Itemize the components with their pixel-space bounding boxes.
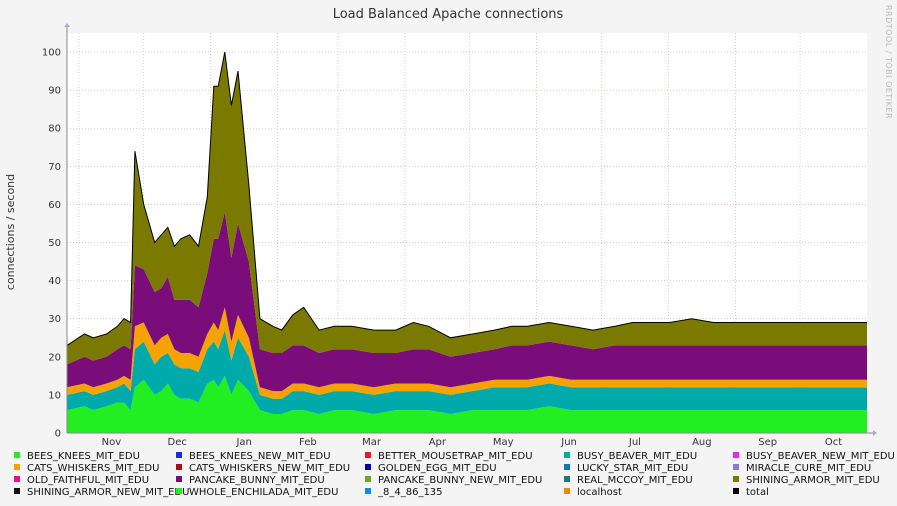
y-axis-label: connections / second <box>4 174 17 290</box>
legend-swatch <box>14 488 20 494</box>
legend-label: REAL_MCCOY_MIT_EDU <box>577 475 693 486</box>
legend-swatch <box>14 476 20 482</box>
legend-label: BEES_KNEES_MIT_EDU <box>27 451 140 462</box>
legend-swatch <box>365 488 371 494</box>
x-tick-label: Sep <box>758 437 777 448</box>
chart-title: Load Balanced Apache connections <box>333 7 564 22</box>
x-tick-label: Oct <box>825 437 842 448</box>
legend-label: BEES_KNEES_NEW_MIT_EDU <box>189 451 331 462</box>
x-tick-label: Jun <box>560 437 577 448</box>
legend-label: BUSY_BEAVER_NEW_MIT_EDU <box>746 451 895 462</box>
total-line <box>66 51 867 346</box>
legend-swatch <box>365 452 371 458</box>
series-area <box>67 375 867 433</box>
legend-swatch <box>564 452 570 458</box>
y-tick-label: 60 <box>48 200 61 211</box>
legend-label: BETTER_MOUSETRAP_MIT_EDU <box>378 451 533 462</box>
series-area <box>67 212 867 392</box>
legend-swatch <box>365 476 371 482</box>
legend-label: total <box>746 487 769 498</box>
legend-label: localhost <box>577 487 622 498</box>
legend-swatch <box>733 464 739 470</box>
legend-swatch <box>176 464 182 470</box>
x-tick-label: Mar <box>362 437 382 448</box>
y-tick-label: 20 <box>48 352 61 363</box>
legend-label: CATS_WHISKERS_NEW_MIT_EDU <box>189 463 350 474</box>
y-tick-label: 90 <box>48 86 61 97</box>
legend-label: SHINING_ARMOR_MIT_EDU <box>746 475 880 486</box>
legend-label: PANCAKE_BUNNY_NEW_MIT_EDU <box>378 475 542 486</box>
series-area <box>67 330 867 414</box>
x-tick-label: Feb <box>299 437 317 448</box>
legend-swatch <box>14 464 20 470</box>
legend-swatch <box>564 476 570 482</box>
y-tick-label: 0 <box>55 429 61 440</box>
legend-label: SHINING_ARMOR_NEW_MIT_EDU <box>27 487 189 498</box>
total-line-group <box>66 51 867 346</box>
watermark: RRDTOOL / TOBI OETIKER <box>884 5 893 119</box>
legend-label: OLD_FAITHFUL_MIT_EDU <box>27 475 149 486</box>
legend-label: GOLDEN_EGG_MIT_EDU <box>378 463 497 474</box>
legend-swatch <box>176 488 182 494</box>
legend-swatch <box>176 476 182 482</box>
y-tick-label: 100 <box>42 48 61 59</box>
legend: BEES_KNEES_MIT_EDU BEES_KNEES_NEW_MIT_EDU… <box>14 451 895 498</box>
legend-swatch <box>365 464 371 470</box>
legend-swatch <box>733 488 739 494</box>
x-tick-label: Nov <box>102 437 122 448</box>
legend-label: MIRACLE_CURE_MIT_EDU <box>746 463 871 474</box>
x-tick-label: Apr <box>429 437 447 448</box>
legend-label: PANCAKE_BUNNY_MIT_EDU <box>189 475 325 486</box>
axes: 0 10 20 30 40 50 60 70 80 90 100 Nov Dec Jan Feb Mar Apr… <box>42 23 877 448</box>
legend-label: BUSY_BEAVER_MIT_EDU <box>577 451 697 462</box>
x-axis-arrow <box>873 430 877 436</box>
legend-swatch <box>564 488 570 494</box>
legend-label: CATS_WHISKERS_MIT_EDU <box>27 463 159 474</box>
legend-label: LUCKY_STAR_MIT_EDU <box>577 463 688 474</box>
x-tick-label: Dec <box>168 437 187 448</box>
y-tick-label: 10 <box>48 390 61 401</box>
y-tick-label: 80 <box>48 124 61 135</box>
x-tick-label: Jan <box>235 437 251 448</box>
legend-swatch <box>14 452 20 458</box>
x-tick-label: Jul <box>628 437 641 448</box>
legend-swatch <box>733 452 739 458</box>
x-tick-label: May <box>493 437 514 448</box>
y-tick-label: 70 <box>48 162 61 173</box>
y-tick-label: 30 <box>48 314 61 325</box>
legend-swatch <box>564 464 570 470</box>
series-area <box>67 52 867 365</box>
y-tick-label: 50 <box>48 238 61 249</box>
y-axis-arrow <box>64 23 70 27</box>
legend-swatch <box>733 476 739 482</box>
legend-label: WHOLE_ENCHILADA_MIT_EDU <box>189 487 338 498</box>
legend-swatch <box>176 452 182 458</box>
stacked-areas <box>67 52 867 433</box>
y-tick-label: 40 <box>48 276 61 287</box>
x-tick-label: Aug <box>692 437 712 448</box>
legend-label: _8_4_86_135 <box>377 487 443 498</box>
